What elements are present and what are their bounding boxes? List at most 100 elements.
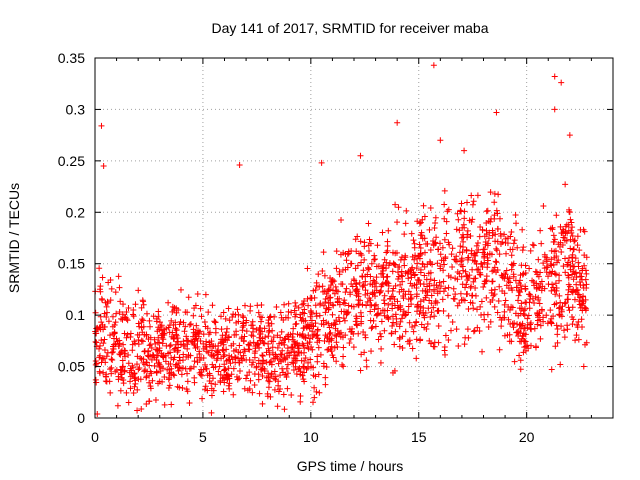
data-point	[415, 303, 422, 310]
data-point	[184, 388, 191, 395]
data-point	[558, 248, 565, 255]
data-point	[357, 367, 364, 374]
axis-ticks: 0 5 10 15 20 0 0.05 0.1 0.15 0.2 0.25 0.3 0.35	[58, 50, 613, 445]
data-point	[562, 229, 569, 236]
data-point	[389, 369, 396, 376]
data-point	[341, 297, 348, 304]
data-point	[381, 256, 388, 263]
data-point	[201, 318, 208, 325]
data-point	[558, 323, 565, 330]
data-point	[235, 318, 242, 325]
data-point	[259, 372, 266, 379]
data-point	[272, 355, 279, 362]
data-point	[455, 343, 462, 350]
data-point	[538, 307, 545, 314]
data-point	[580, 282, 587, 289]
data-point	[243, 375, 250, 382]
data-point	[580, 293, 587, 300]
data-point	[546, 269, 553, 276]
data-point	[367, 308, 374, 315]
data-point	[550, 232, 557, 239]
data-point	[157, 323, 164, 330]
data-point	[284, 385, 291, 392]
data-point	[468, 192, 475, 199]
data-point	[271, 386, 278, 393]
data-point	[347, 260, 354, 267]
data-point	[579, 300, 586, 307]
data-point	[338, 281, 345, 288]
data-point	[141, 361, 148, 368]
data-point	[579, 267, 586, 274]
data-point	[174, 349, 181, 356]
data-point	[551, 73, 558, 80]
data-point	[510, 324, 517, 331]
data-point	[397, 318, 404, 325]
data-point	[258, 366, 265, 373]
data-point	[160, 336, 167, 343]
data-point	[457, 243, 464, 250]
data-point	[449, 245, 456, 252]
data-point	[556, 272, 563, 279]
data-point	[185, 294, 192, 301]
data-point	[421, 272, 428, 279]
data-point	[385, 262, 392, 269]
data-point	[362, 273, 369, 280]
data-point	[269, 327, 276, 334]
data-point	[111, 335, 118, 342]
data-point	[190, 312, 197, 319]
data-point	[561, 300, 568, 307]
data-point	[168, 401, 175, 408]
data-point	[492, 258, 499, 265]
data-point	[501, 332, 508, 339]
data-point	[108, 285, 115, 292]
data-point	[557, 299, 564, 306]
data-point	[427, 247, 434, 253]
data-point	[551, 106, 558, 113]
data-point	[550, 238, 557, 245]
data-point	[371, 252, 378, 259]
data-point	[411, 322, 418, 329]
data-point	[172, 362, 179, 369]
data-point	[534, 310, 541, 317]
data-point	[543, 312, 550, 319]
data-point	[187, 321, 194, 328]
data-point	[525, 312, 532, 319]
data-point	[333, 339, 340, 346]
data-point	[412, 252, 419, 259]
data-point	[481, 316, 488, 323]
data-point	[509, 287, 516, 294]
data-point	[407, 291, 414, 298]
data-point	[346, 340, 353, 347]
data-point	[119, 363, 126, 370]
data-point	[494, 226, 501, 233]
data-point	[165, 360, 172, 367]
data-point	[492, 238, 499, 245]
data-point	[209, 361, 216, 368]
data-point	[209, 375, 216, 382]
data-point	[175, 338, 182, 345]
data-point	[275, 388, 282, 395]
data-point	[289, 359, 296, 366]
data-point	[398, 254, 405, 261]
data-point	[370, 277, 377, 284]
data-point	[560, 263, 567, 270]
data-point	[337, 329, 344, 336]
data-point	[352, 236, 359, 243]
data-point	[334, 327, 341, 334]
data-point	[455, 216, 462, 223]
data-point	[545, 281, 552, 288]
data-point	[230, 365, 237, 372]
data-point	[233, 346, 240, 353]
data-point	[127, 365, 134, 372]
data-point	[244, 387, 251, 394]
data-point	[287, 349, 294, 356]
data-point	[431, 339, 438, 346]
data-point	[575, 291, 582, 298]
data-point	[495, 191, 502, 198]
data-point	[301, 310, 308, 317]
data-point	[435, 307, 442, 314]
data-point	[208, 392, 215, 399]
data-point	[402, 328, 409, 335]
data-point	[507, 233, 514, 240]
